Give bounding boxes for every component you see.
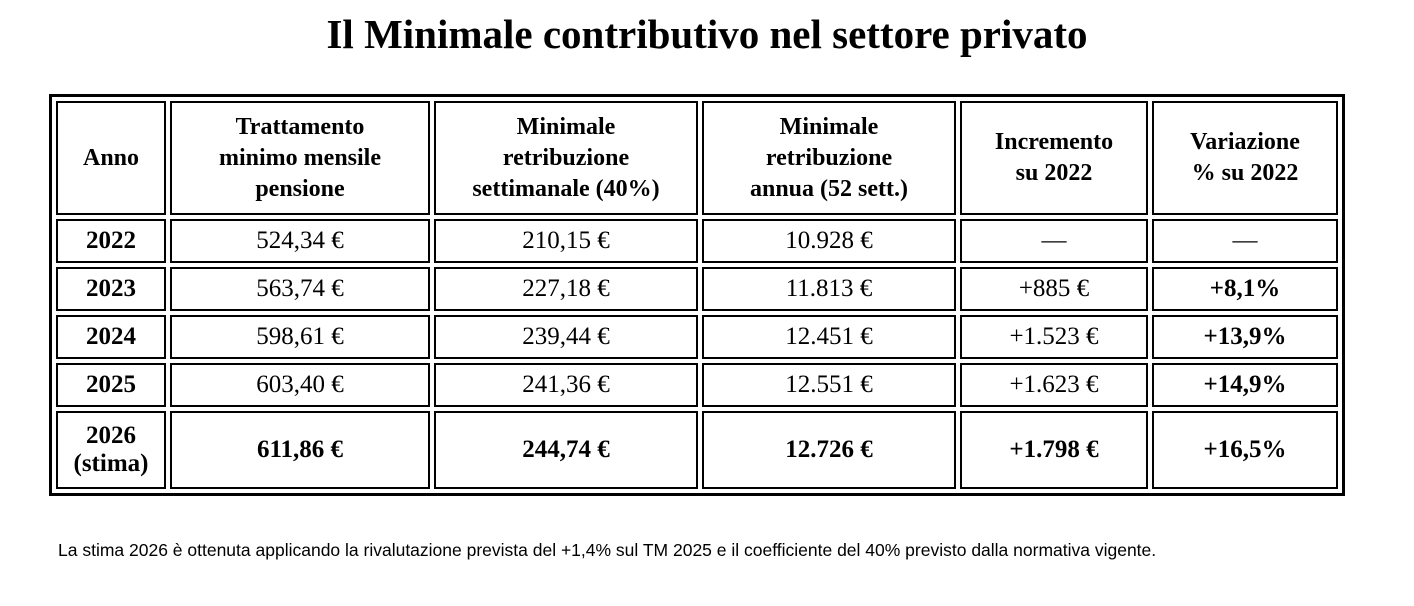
footnote-text: La stima 2026 è ottenuta applicando la r… xyxy=(58,540,1157,561)
header-anno: Anno xyxy=(56,101,166,216)
header-row: Anno Trattamento minimo mensile pensione… xyxy=(56,101,1338,216)
header-incremento: Incremento su 2022 xyxy=(960,101,1148,216)
year-cell: 2023 xyxy=(56,267,166,312)
value-cell-variazione: +8,1% xyxy=(1152,267,1338,312)
table-row-2023: 2023 563,74 € 227,18 € 11.813 € +885 € +… xyxy=(56,267,1338,312)
year-cell: 2024 xyxy=(56,315,166,360)
value-cell-variazione: +14,9% xyxy=(1152,363,1338,408)
value-cell-settimanale: 239,44 € xyxy=(434,315,698,360)
value-cell-annua: 12.451 € xyxy=(702,315,956,360)
year-cell: 2025 xyxy=(56,363,166,408)
value-cell-trattamento: 524,34 € xyxy=(170,219,430,264)
page-title: Il Minimale contributivo nel settore pri… xyxy=(326,11,1088,57)
value-cell-annua: 12.551 € xyxy=(702,363,956,408)
table-row-2024: 2024 598,61 € 239,44 € 12.451 € +1.523 €… xyxy=(56,315,1338,360)
header-minimale-annua: Minimale retribuzione annua (52 sett.) xyxy=(702,101,956,216)
value-cell-variazione: +16,5% xyxy=(1152,411,1338,490)
value-cell-incremento: +1.798 € xyxy=(960,411,1148,490)
value-cell-trattamento: 611,86 € xyxy=(170,411,430,490)
contribution-minimums-table: Anno Trattamento minimo mensile pensione… xyxy=(49,94,1345,497)
value-cell-annua: 12.726 € xyxy=(702,411,956,490)
value-cell-trattamento: 563,74 € xyxy=(170,267,430,312)
value-cell-settimanale: 244,74 € xyxy=(434,411,698,490)
value-cell-incremento: +1.523 € xyxy=(960,315,1148,360)
table-row-2022: 2022 524,34 € 210,15 € 10.928 € — — xyxy=(56,219,1338,264)
value-cell-incremento: — xyxy=(960,219,1148,264)
value-cell-annua: 11.813 € xyxy=(702,267,956,312)
header-variazione: Variazione % su 2022 xyxy=(1152,101,1338,216)
value-cell-incremento: +1.623 € xyxy=(960,363,1148,408)
year-cell: 2022 xyxy=(56,219,166,264)
value-cell-variazione: — xyxy=(1152,219,1338,264)
table-body: 2022 524,34 € 210,15 € 10.928 € — — 2023… xyxy=(56,219,1338,490)
value-cell-trattamento: 603,40 € xyxy=(170,363,430,408)
table-row-2025: 2025 603,40 € 241,36 € 12.551 € +1.623 €… xyxy=(56,363,1338,408)
year-cell: 2026 (stima) xyxy=(56,411,166,490)
table-header: Anno Trattamento minimo mensile pensione… xyxy=(56,101,1338,216)
value-cell-annua: 10.928 € xyxy=(702,219,956,264)
value-cell-incremento: +885 € xyxy=(960,267,1148,312)
value-cell-settimanale: 210,15 € xyxy=(434,219,698,264)
value-cell-settimanale: 241,36 € xyxy=(434,363,698,408)
header-trattamento-minimo: Trattamento minimo mensile pensione xyxy=(170,101,430,216)
table-row-2026-stima: 2026 (stima) 611,86 € 244,74 € 12.726 € … xyxy=(56,411,1338,490)
value-cell-settimanale: 227,18 € xyxy=(434,267,698,312)
header-minimale-settimanale: Minimale retribuzione settimanale (40%) xyxy=(434,101,698,216)
value-cell-trattamento: 598,61 € xyxy=(170,315,430,360)
value-cell-variazione: +13,9% xyxy=(1152,315,1338,360)
